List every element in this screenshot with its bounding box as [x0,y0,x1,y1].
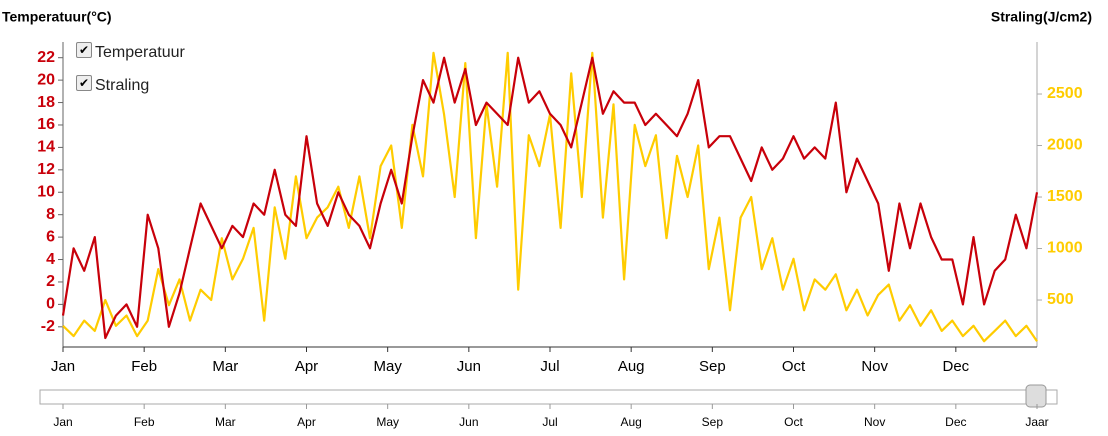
y-tick-label: 18 [37,94,55,111]
slider-label: Aug [620,415,641,429]
y-tick-label: 4 [46,251,55,268]
y2-axis-title: Straling(J/cm2) [991,9,1092,25]
series-line [61,56,1039,340]
y-tick-label: 2 [46,273,55,290]
slider-label: Mar [215,415,236,429]
slider-label: Jaar [1025,415,1048,429]
legend-checkbox[interactable]: ✔ [76,42,92,58]
y-tick-label: 6 [46,228,55,245]
legend-checkbox[interactable]: ✔ [76,75,92,91]
y2-tick-label: 1000 [1047,240,1083,257]
y-tick-label: 20 [37,71,55,88]
y-tick-label: 22 [37,49,55,66]
y2-tick-label: 2500 [1047,85,1083,102]
x-tick-label: Mar [212,358,238,375]
y2-tick-label: 500 [1047,291,1074,308]
slider-label: Jul [542,415,557,429]
slider-label: Nov [864,415,885,429]
legend-label[interactable]: Temperatuur [95,44,185,61]
x-tick-label: Feb [131,358,157,375]
x-tick-label: Apr [295,358,318,375]
legend-label[interactable]: Straling [95,77,150,94]
slider-label: Apr [297,415,316,429]
y-tick-label: 14 [37,139,55,156]
slider-handle[interactable] [1025,384,1047,408]
slider-label: May [376,415,399,429]
x-tick-label: Sep [699,358,726,375]
y2-tick-label: 1500 [1047,188,1083,205]
slider-label: Sep [702,415,724,429]
slider-label: Oct [784,415,803,429]
slider-label: Jan [53,415,72,429]
slider-label: Jun [459,415,478,429]
y-tick-label: 16 [37,116,55,133]
series-line [62,51,1038,343]
y2-tick-label: 2000 [1047,137,1083,154]
x-tick-label: Aug [618,358,645,375]
x-tick-label: Jul [540,358,559,375]
y-tick-label: -2 [41,318,55,335]
slider-track[interactable] [39,389,1058,405]
x-tick-label: Jan [51,358,75,375]
x-tick-label: Oct [782,358,806,375]
x-tick-label: Dec [942,358,969,375]
x-tick-label: May [373,358,402,375]
y-tick-label: 10 [37,183,55,200]
slider-label: Feb [134,415,155,429]
y-axis-title: Temperatuur(°C) [2,9,112,25]
x-tick-label: Nov [861,358,888,375]
x-tick-label: Jun [457,358,481,375]
slider-label: Dec [945,415,966,429]
y-tick-label: 12 [37,161,55,178]
y-tick-label: 8 [46,206,55,223]
y-tick-label: 0 [46,296,55,313]
